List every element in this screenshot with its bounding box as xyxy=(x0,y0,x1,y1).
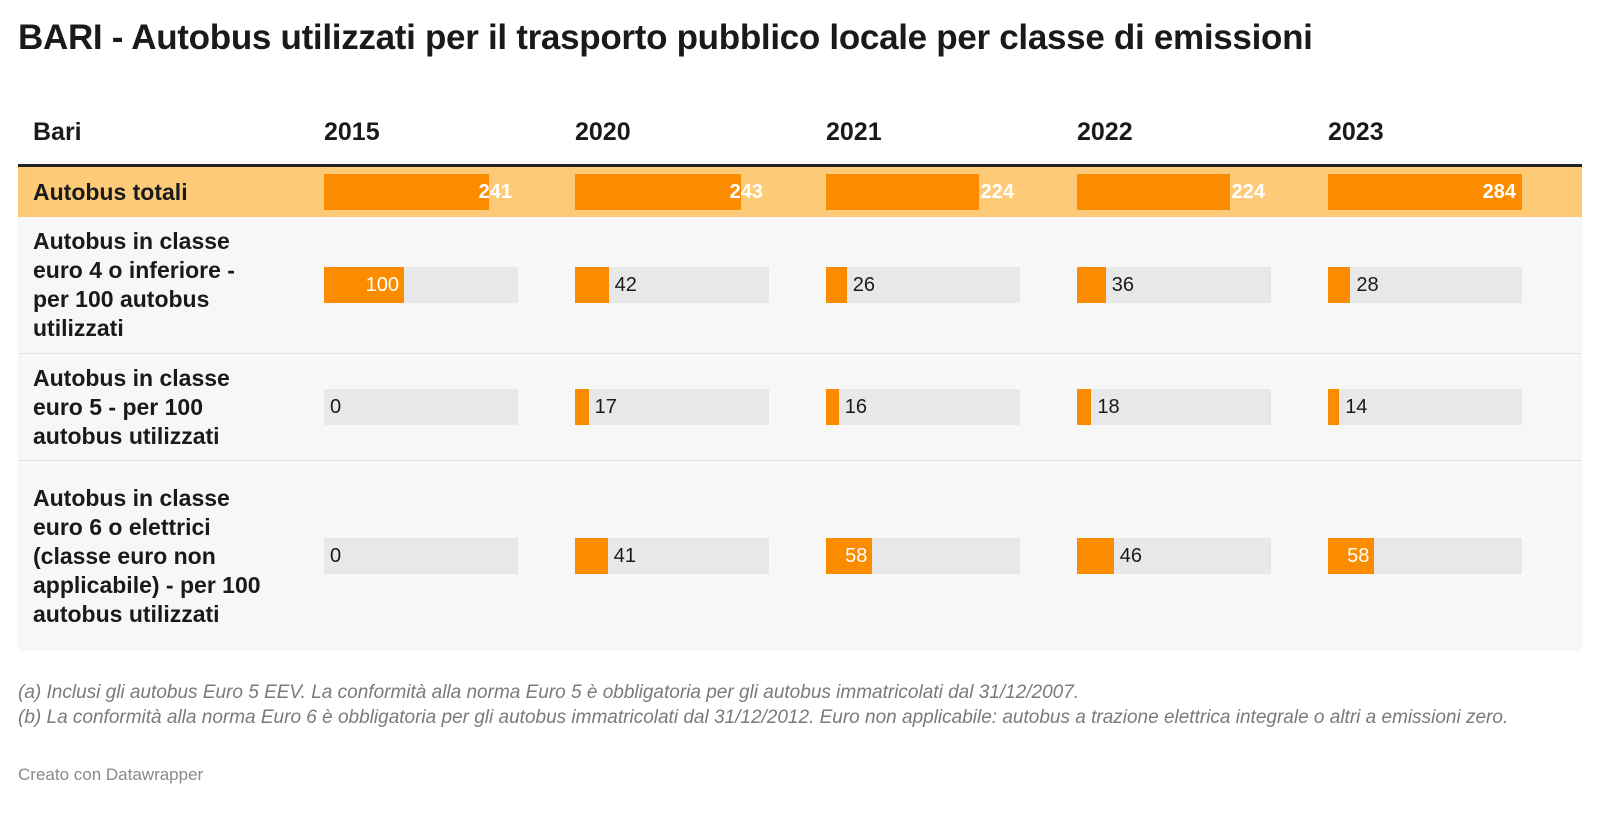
bar-value-label: 14 xyxy=(1345,396,1368,418)
footnote-a: (a) Inclusi gli autobus Euro 5 EEV. La c… xyxy=(18,682,1080,703)
bar-track: 36 xyxy=(1077,267,1271,303)
bar-value-label: 284 xyxy=(1482,181,1516,203)
row-header-label: Bari xyxy=(33,118,82,146)
bar xyxy=(1077,174,1230,210)
bar-value-label: 58 xyxy=(845,545,868,567)
bar xyxy=(1328,267,1351,303)
bar-track: 42 xyxy=(575,267,769,303)
column-header-2023: 2023 xyxy=(1328,118,1384,146)
footnote-b: (b) La conformità alla norma Euro 6 è ob… xyxy=(18,707,1509,728)
bar-track: 17 xyxy=(575,389,769,425)
column-header-2015: 2015 xyxy=(324,118,380,146)
bar-track: 224 xyxy=(826,174,1020,210)
bar xyxy=(575,174,741,210)
column-header-2021: 2021 xyxy=(826,118,882,146)
bar-track: 28 xyxy=(1328,267,1522,303)
bar xyxy=(826,267,847,303)
bar-value-label: 224 xyxy=(1231,181,1265,203)
bar-value-label: 36 xyxy=(1111,274,1135,296)
bar xyxy=(575,389,589,425)
bar-value-label: 17 xyxy=(594,396,617,418)
bar-value-label: 26 xyxy=(852,274,876,296)
bar xyxy=(1328,538,1375,574)
column-header-2020: 2020 xyxy=(575,118,631,146)
bar-value-label: 42 xyxy=(614,274,637,296)
row-label: Autobus in classe euro 4 o inferiore - p… xyxy=(33,228,235,341)
bar xyxy=(1328,174,1522,210)
bar-value-label: 241 xyxy=(478,181,512,203)
row-label: Autobus totali xyxy=(33,178,188,205)
bar-value-label: 41 xyxy=(613,545,637,567)
bar-track: 0 xyxy=(324,389,518,425)
bar xyxy=(1077,389,1092,425)
bar-track: 16 xyxy=(826,389,1020,425)
chart-title: BARI - Autobus utilizzati per il traspor… xyxy=(18,18,1313,57)
bar-track: 100 xyxy=(324,267,518,303)
bar-value-label: 0 xyxy=(330,396,342,418)
bar-track: 241 xyxy=(324,174,518,210)
bar-value-label: 58 xyxy=(1347,545,1370,567)
bar-track: 26 xyxy=(826,267,1020,303)
bar-track: 284 xyxy=(1328,174,1522,210)
data-table: Bari 2015 2020 2021 2022 2023 Autobus to… xyxy=(18,100,1582,651)
row-label: Autobus in classe euro 5 - per 100 autob… xyxy=(33,364,230,449)
bar-value-label: 100 xyxy=(365,274,399,296)
credit-text: Creato con Datawrapper xyxy=(18,765,204,784)
bar-value-label: 243 xyxy=(729,181,763,203)
bar-value-label: 16 xyxy=(844,396,868,418)
table-body: Autobus totali 241 243 224 224 284 Autobus in … xyxy=(18,167,1582,651)
row-label: Autobus in classe euro 6 o elettrici (cl… xyxy=(33,484,261,627)
bar-track: 243 xyxy=(575,174,769,210)
bar xyxy=(1077,267,1106,303)
bar-value-label: 46 xyxy=(1119,545,1143,567)
bar xyxy=(826,389,839,425)
bar-value-label: 28 xyxy=(1356,274,1379,296)
bar xyxy=(324,174,489,210)
bar-track: 18 xyxy=(1077,389,1271,425)
bar xyxy=(826,538,873,574)
footnotes: (a) Inclusi gli autobus Euro 5 EEV. La c… xyxy=(18,680,1578,730)
table-row: Autobus totali 241 243 224 224 284 xyxy=(18,167,1582,217)
bar-track: 58 xyxy=(1328,538,1522,574)
bar-value-label: 224 xyxy=(980,181,1014,203)
bar-value-label: 18 xyxy=(1097,396,1120,418)
bar xyxy=(575,538,608,574)
bar-track: 46 xyxy=(1077,538,1271,574)
table-row: Autobus in classe euro 4 o inferiore - p… xyxy=(18,217,1582,354)
bar-track: 0 xyxy=(324,538,518,574)
bar xyxy=(324,267,404,303)
bar-value-label: 0 xyxy=(330,545,342,567)
bar xyxy=(1077,538,1114,574)
bar-track: 224 xyxy=(1077,174,1271,210)
column-header-2022: 2022 xyxy=(1077,118,1133,146)
table-row: Autobus in classe euro 6 o elettrici (cl… xyxy=(18,461,1582,651)
bar xyxy=(1328,389,1340,425)
table-header: Bari 2015 2020 2021 2022 2023 xyxy=(18,100,1582,167)
bar-track: 14 xyxy=(1328,389,1522,425)
table-row: Autobus in classe euro 5 - per 100 autob… xyxy=(18,354,1582,461)
bar-track: 58 xyxy=(826,538,1020,574)
bar xyxy=(575,267,609,303)
bar-track: 41 xyxy=(575,538,769,574)
bar xyxy=(826,174,979,210)
